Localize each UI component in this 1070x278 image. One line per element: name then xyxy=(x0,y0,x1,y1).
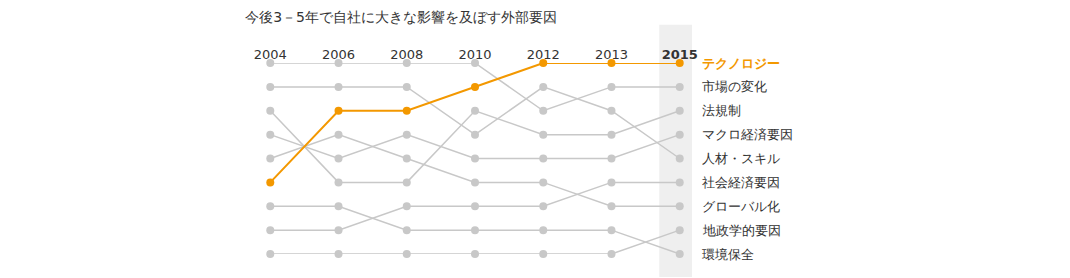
svg-text:2015: 2015 xyxy=(662,47,698,62)
svg-text:2004: 2004 xyxy=(254,47,287,62)
svg-text:市場の変化: 市場の変化 xyxy=(702,79,767,94)
svg-text:2008: 2008 xyxy=(390,47,423,62)
svg-text:2013: 2013 xyxy=(595,47,628,62)
svg-text:2012: 2012 xyxy=(527,47,560,62)
svg-text:社会経済要因: 社会経済要因 xyxy=(702,175,780,190)
svg-text:環境保全: 環境保全 xyxy=(702,247,754,262)
svg-text:マクロ経済要因: マクロ経済要因 xyxy=(702,127,793,142)
svg-text:地政学的要因: 地政学的要因 xyxy=(702,223,781,238)
svg-text:テクノロジー: テクノロジー xyxy=(702,56,780,71)
svg-text:2010: 2010 xyxy=(458,47,491,62)
svg-text:グローバル化: グローバル化 xyxy=(702,199,780,214)
svg-text:2006: 2006 xyxy=(322,47,355,62)
svg-text:法規制: 法規制 xyxy=(702,103,741,118)
svg-text:人材・スキル: 人材・スキル xyxy=(702,151,780,166)
svg-text:今後3－5年で自社に大きな影響を及ぼす外部要因: 今後3－5年で自社に大きな影響を及ぼす外部要因 xyxy=(245,9,557,25)
